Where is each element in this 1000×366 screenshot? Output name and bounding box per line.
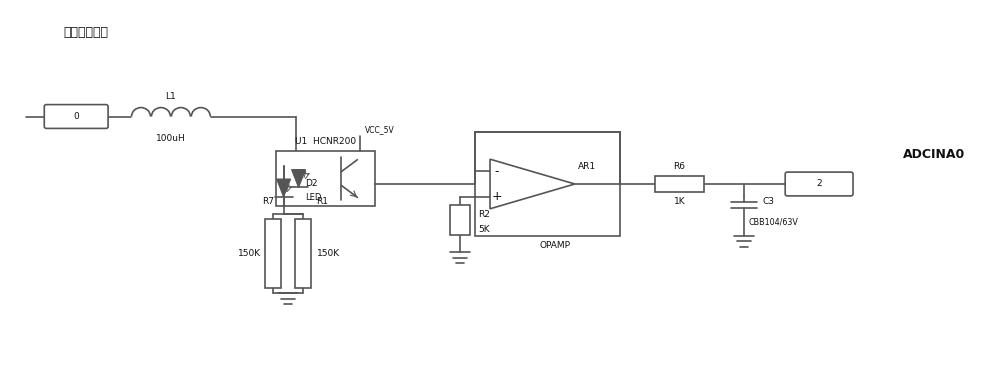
Text: AR1: AR1 [578, 162, 596, 171]
Bar [276, 151, 375, 206]
Text: -: - [495, 165, 499, 178]
Text: R7: R7 [262, 197, 274, 206]
Text: R1: R1 [317, 197, 329, 206]
Bar [655, 176, 704, 192]
Text: OPAMP: OPAMP [539, 241, 570, 250]
Text: 5K: 5K [478, 225, 490, 234]
Text: 0: 0 [73, 112, 79, 121]
Text: R6: R6 [674, 162, 686, 171]
Bar [295, 219, 311, 288]
Text: CBB104/63V: CBB104/63V [748, 217, 798, 226]
Text: 150K: 150K [238, 249, 261, 258]
Text: +: + [492, 190, 502, 203]
Text: 100uH: 100uH [156, 134, 186, 143]
FancyBboxPatch shape [785, 172, 853, 196]
Text: 1K: 1K [674, 197, 685, 206]
Bar [475, 132, 620, 236]
Text: D2: D2 [306, 179, 318, 187]
Text: U1  HCNR200: U1 HCNR200 [295, 137, 356, 146]
Text: 150K: 150K [317, 249, 340, 258]
Bar [450, 205, 470, 235]
Text: R2: R2 [478, 210, 490, 219]
Text: LED: LED [306, 193, 322, 202]
Text: VCC_5V: VCC_5V [365, 125, 395, 134]
Text: C3: C3 [762, 197, 774, 206]
Text: ADCINA0: ADCINA0 [903, 148, 965, 161]
Text: L1: L1 [166, 92, 176, 101]
Text: 2: 2 [816, 179, 822, 188]
Bar [265, 219, 281, 288]
Polygon shape [292, 169, 306, 187]
FancyBboxPatch shape [44, 105, 108, 128]
Polygon shape [490, 159, 575, 209]
Text: 储能电容正极: 储能电容正极 [64, 26, 109, 39]
Polygon shape [277, 179, 291, 197]
